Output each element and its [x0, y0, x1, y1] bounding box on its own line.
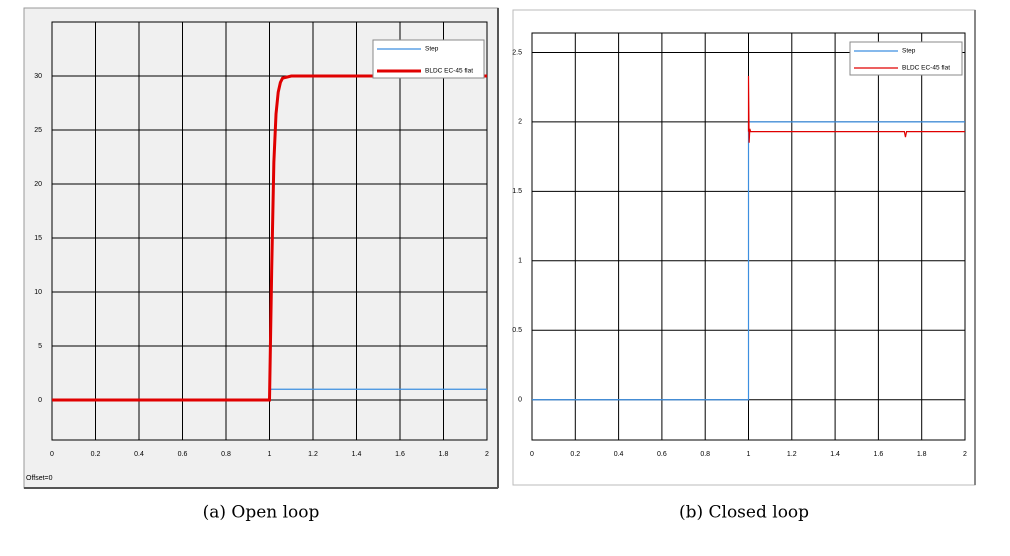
- x-tick-label: 0.2: [570, 451, 580, 458]
- legend-box: [849, 41, 963, 76]
- y-tick-label: 30: [34, 73, 42, 80]
- legend-label: BLDC EC-45 flat: [425, 68, 473, 75]
- x-tick-label: 0: [530, 451, 534, 458]
- x-tick-label: 1.6: [395, 451, 405, 458]
- x-tick-label: 2: [963, 451, 967, 458]
- series-line: [532, 121, 965, 401]
- y-tick-label: 1.5: [512, 188, 522, 195]
- series-line: [52, 74, 487, 402]
- x-tick-label: 1.8: [439, 451, 449, 458]
- x-tick-label: 2: [485, 451, 489, 458]
- x-tick-label: 0.8: [700, 451, 710, 458]
- x-tick-label: 1.4: [830, 451, 840, 458]
- y-tick-label: 0: [38, 397, 42, 404]
- x-tick-label: 0.6: [178, 451, 188, 458]
- x-tick-label: 0.8: [221, 451, 231, 458]
- x-tick-label: 0.4: [134, 451, 144, 458]
- y-tick-label: 1: [518, 258, 522, 265]
- legend-label: BLDC EC-45 flat: [902, 65, 950, 72]
- x-tick-label: 1.2: [308, 451, 318, 458]
- series-line: [747, 76, 965, 143]
- x-tick-label: 1.4: [352, 451, 362, 458]
- x-tick-label: 0.2: [91, 451, 101, 458]
- y-tick-label: 15: [34, 235, 42, 242]
- y-tick-label: 5: [38, 343, 42, 350]
- y-tick-label: 20: [34, 181, 42, 188]
- caption: (a) Open loop: [203, 503, 320, 523]
- x-tick-label: 0.4: [614, 451, 624, 458]
- y-tick-label: 0.5: [512, 327, 522, 334]
- x-tick-label: 1: [747, 451, 751, 458]
- y-tick-label: 2.5: [512, 49, 522, 56]
- y-tick-label: 2: [518, 119, 522, 126]
- y-tick-label: 10: [34, 289, 42, 296]
- x-tick-label: 1.2: [787, 451, 797, 458]
- x-tick-label: 1.8: [917, 451, 927, 458]
- x-tick-label: 0: [50, 451, 54, 458]
- legend-label: Step: [902, 48, 916, 55]
- legend-label: Step: [425, 46, 439, 53]
- y-tick-label: 0: [518, 397, 522, 404]
- x-tick-label: 0.6: [657, 451, 667, 458]
- y-tick-label: 25: [34, 127, 42, 134]
- x-tick-label: 1: [268, 451, 272, 458]
- x-tick-label: 1.6: [874, 451, 884, 458]
- annotation: Offset=0: [26, 475, 53, 482]
- caption: (b) Closed loop: [679, 503, 809, 523]
